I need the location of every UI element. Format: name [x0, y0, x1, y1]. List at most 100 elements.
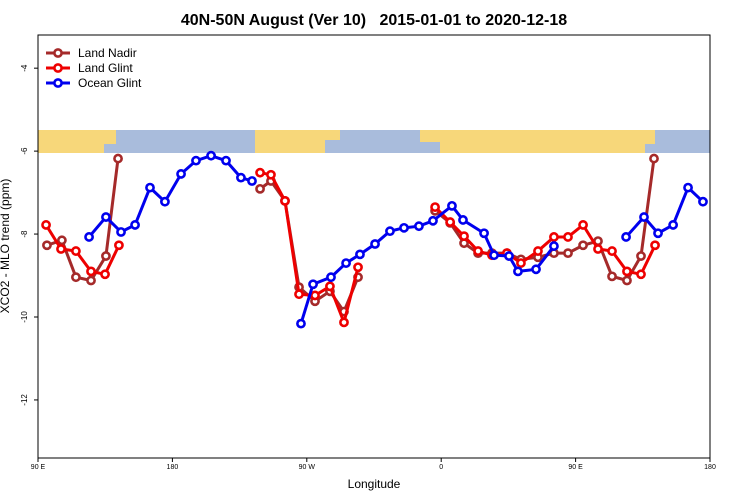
data-point	[549, 241, 559, 251]
data-point	[636, 251, 646, 261]
data-point	[607, 246, 617, 256]
data-point	[100, 269, 110, 280]
data-point	[326, 272, 336, 283]
data-point	[399, 222, 409, 233]
data-point	[370, 239, 380, 249]
data-point	[428, 215, 438, 226]
x-tick-label: 90 E	[568, 464, 583, 471]
data-point	[385, 226, 395, 237]
plot-frame	[37, 34, 711, 459]
y-tick-label: -10	[20, 311, 29, 323]
data-point	[296, 318, 306, 329]
y-tick-label: -8	[20, 230, 29, 238]
legend-marker	[53, 48, 63, 58]
chart-title: 40N-50N August (Ver 10) 2015-01-01 to 20…	[181, 12, 567, 29]
data-point	[176, 169, 186, 179]
data-point	[636, 269, 646, 280]
data-point	[698, 196, 708, 207]
data-point	[622, 275, 632, 286]
data-point	[247, 176, 257, 186]
data-point	[101, 212, 111, 222]
data-point	[41, 220, 51, 230]
x-tick-label: 180	[704, 464, 716, 471]
data-point	[56, 244, 66, 254]
data-point	[563, 248, 573, 259]
data-point	[668, 220, 679, 230]
data-point	[310, 290, 320, 301]
data-point	[516, 258, 526, 268]
data-point	[479, 228, 489, 239]
data-point	[447, 200, 457, 211]
data-point	[206, 150, 216, 161]
data-point	[607, 271, 617, 282]
data-point	[145, 182, 155, 193]
data-point	[622, 266, 632, 277]
data-point	[101, 251, 111, 261]
data-point	[513, 266, 523, 277]
data-point	[578, 240, 588, 251]
series-line	[259, 171, 360, 328]
data-point	[504, 251, 514, 261]
data-point	[86, 266, 96, 277]
data-point	[649, 153, 659, 164]
data-point	[71, 272, 81, 283]
data-point	[593, 244, 603, 254]
x-axis-label: Longitude	[348, 477, 401, 491]
data-point	[42, 240, 52, 251]
data-point	[280, 195, 290, 206]
data-point	[84, 232, 94, 242]
data-point	[71, 246, 81, 256]
data-point	[458, 215, 468, 225]
data-point	[325, 281, 335, 292]
x-tick-label: 180	[167, 464, 179, 471]
data-point	[578, 220, 588, 230]
data-point	[621, 232, 631, 242]
legend-marker	[53, 78, 63, 88]
data-point	[130, 220, 140, 230]
data-point	[653, 228, 663, 239]
x-tick-label: 90 E	[31, 464, 46, 471]
y-tick-label: -6	[20, 147, 29, 155]
data-point	[531, 264, 541, 275]
data-point	[221, 155, 231, 166]
series-line	[259, 178, 360, 315]
data-point	[445, 217, 456, 227]
y-tick-label: -12	[20, 394, 29, 406]
data-point	[414, 221, 424, 232]
legend-label: Land Nadir	[78, 46, 137, 60]
legend-label: Ocean Glint	[78, 76, 142, 90]
data-point	[533, 246, 543, 256]
data-point	[355, 249, 365, 260]
y-tick-label: -4	[20, 64, 29, 72]
y-axis-label: XCO2 - MLO trend (ppm)	[0, 179, 12, 314]
series-line	[434, 206, 657, 276]
legend-label: Land Glint	[78, 61, 133, 75]
data-point	[266, 169, 276, 180]
data-point	[563, 232, 573, 242]
data-point	[116, 227, 126, 237]
data-point	[650, 240, 660, 251]
data-point	[339, 317, 349, 328]
data-point	[489, 250, 499, 261]
x-tick-label: 90 W	[299, 464, 316, 471]
data-point	[473, 246, 483, 256]
data-point	[255, 183, 265, 194]
data-point	[56, 235, 67, 246]
series-line	[624, 185, 705, 238]
map-strip	[38, 130, 710, 153]
data-point	[549, 232, 559, 242]
data-point	[639, 212, 649, 222]
data-point	[114, 240, 124, 251]
legend-marker	[53, 63, 63, 73]
data-point	[294, 289, 304, 300]
data-point	[86, 275, 96, 286]
data-point	[255, 167, 265, 178]
data-point	[191, 155, 201, 166]
data-point	[160, 196, 170, 207]
data-point	[341, 258, 351, 268]
data-point	[308, 279, 318, 290]
data-point	[353, 262, 363, 273]
x-tick-label: 0	[439, 464, 443, 471]
data-point	[113, 153, 123, 164]
